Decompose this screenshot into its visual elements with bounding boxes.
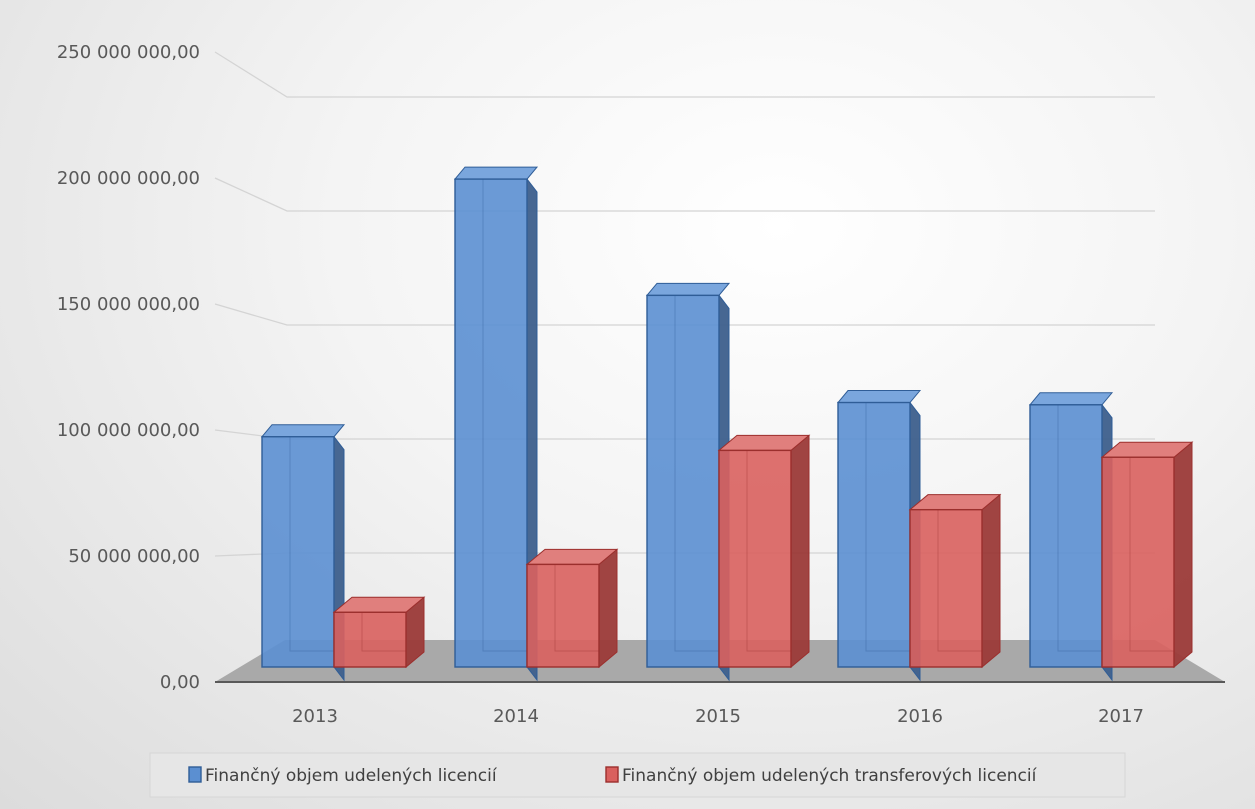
- bar-licencie-2014: [453, 166, 539, 682]
- legend-swatch-licencie: [188, 766, 202, 783]
- gridline: [214, 303, 1155, 326]
- y-tick-label: 50 000 000,00: [68, 546, 200, 567]
- bar-transferove-licencie-2014: [525, 548, 619, 669]
- gridline: [214, 177, 1155, 212]
- x-tick-label: 2016: [897, 706, 943, 727]
- legend-swatch-transferove-licencie: [605, 766, 619, 783]
- y-tick-label: 150 000 000,00: [57, 294, 200, 315]
- bar-licencie-2016: [836, 390, 922, 682]
- bar-transferove-licencie-2013: [332, 596, 426, 669]
- x-tick-label: 2014: [493, 706, 539, 727]
- bars: [260, 166, 1194, 682]
- bar-transferove-licencie-2015: [717, 434, 811, 669]
- legend-background: [149, 752, 1126, 798]
- y-tick-label: 200 000 000,00: [57, 168, 200, 189]
- y-tick-label: 0,00: [160, 672, 200, 693]
- bar-transferove-licencie-2016: [908, 493, 1002, 669]
- legend: Finančný objem udelených licencií Finanč…: [149, 752, 1126, 798]
- x-axis-tick-labels: 2013 2014 2015 2016 2017: [292, 706, 1144, 727]
- y-axis-tick-labels: 0,00 50 000 000,00 100 000 000,00 150 000 0…: [57, 42, 200, 693]
- y-tick-label: 250 000 000,00: [57, 42, 200, 63]
- legend-label-licencie: Finančný objem udelených licencií: [205, 766, 498, 786]
- y-tick-label: 100 000 000,00: [57, 420, 200, 441]
- x-tick-label: 2013: [292, 706, 338, 727]
- legend-label-transferove-licencie: Finančný objem udelených transferových l…: [622, 766, 1038, 786]
- bar-licencie-2015: [645, 282, 731, 682]
- bar-licencie-2013: [260, 424, 346, 682]
- gridline: [214, 51, 1155, 98]
- bar-transferove-licencie-2017: [1100, 441, 1194, 669]
- bar-licencie-2017: [1028, 392, 1114, 682]
- x-tick-label: 2015: [695, 706, 741, 727]
- x-tick-label: 2017: [1098, 706, 1144, 727]
